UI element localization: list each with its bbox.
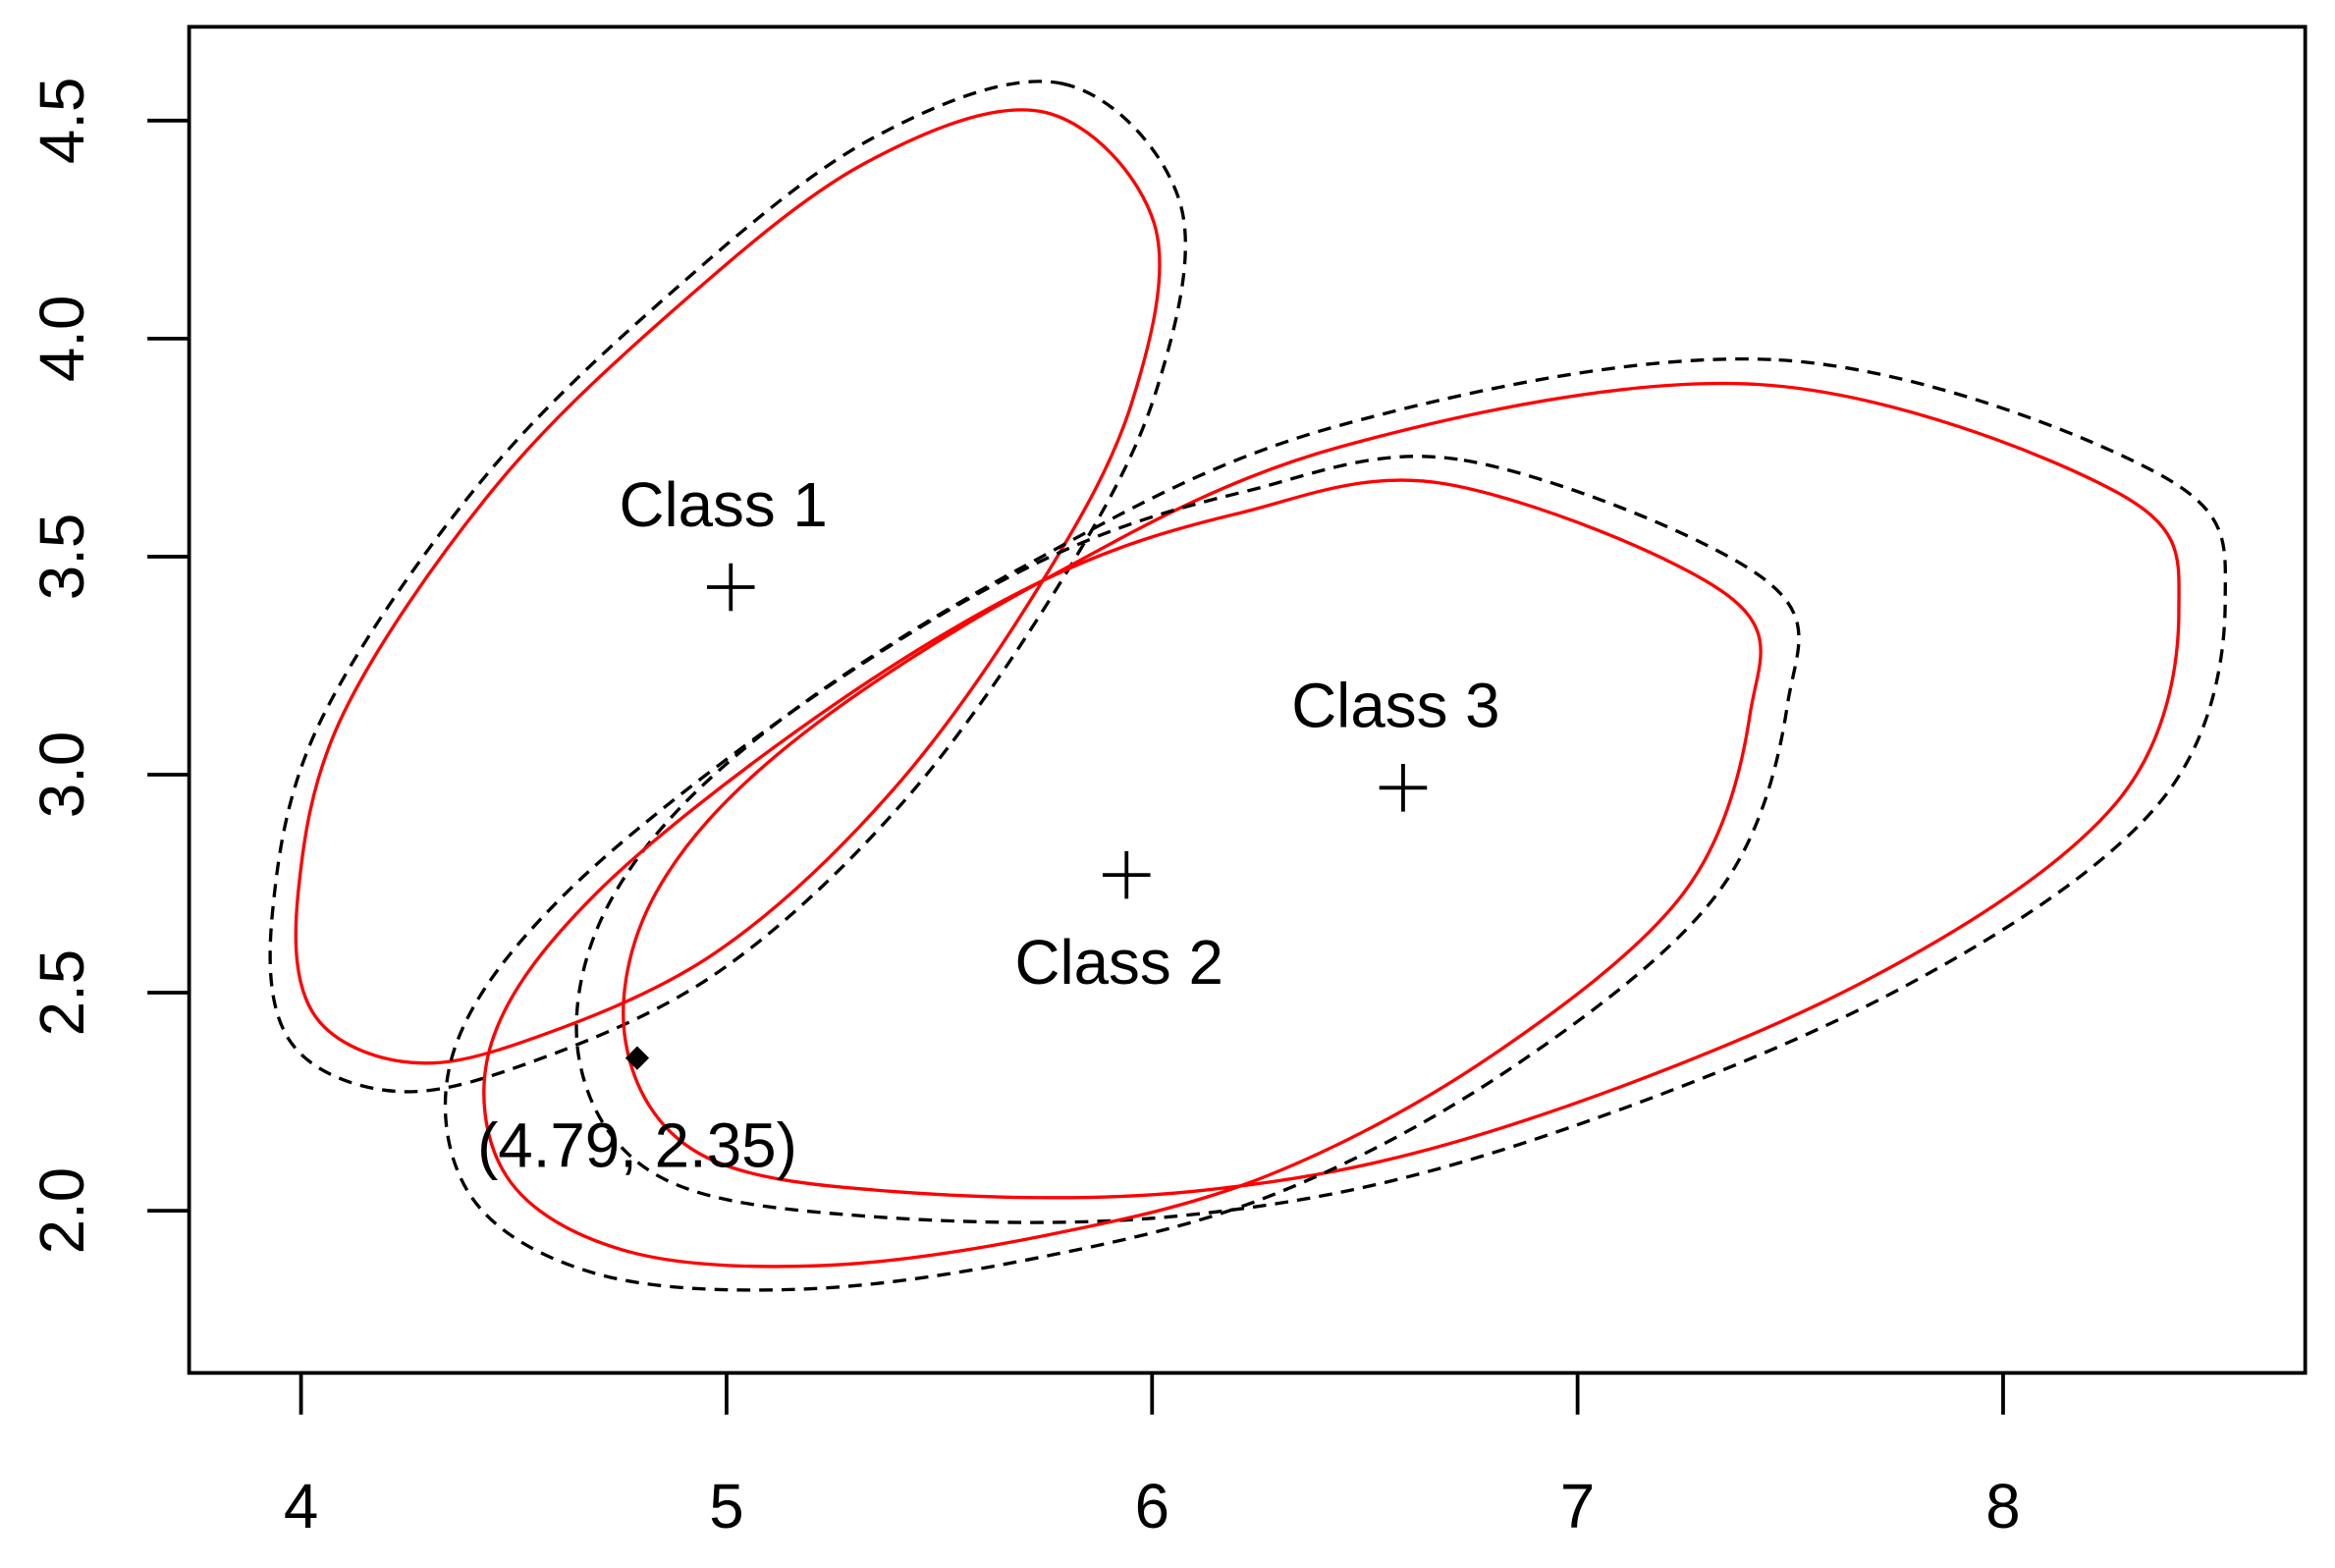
centroid-label: Class 1 (619, 470, 827, 540)
y-tick-label: 4.0 (27, 296, 97, 383)
contour (294, 108, 1162, 1065)
point-label: (4.79, 2.35) (477, 1111, 797, 1181)
y-tick-label: 3.0 (27, 731, 97, 819)
contour (268, 80, 1187, 1094)
centroid-marker (706, 563, 755, 612)
point-marker (624, 1046, 650, 1070)
centroid-marker (1379, 764, 1428, 812)
centroid-marker (1103, 850, 1151, 899)
x-tick-label: 7 (1560, 1472, 1595, 1541)
contour (574, 356, 2228, 1224)
contour (622, 381, 2181, 1200)
x-tick-label: 6 (1135, 1472, 1169, 1541)
y-tick-label: 4.5 (27, 78, 97, 165)
x-tick-label: 5 (709, 1472, 743, 1541)
y-tick-label: 2.0 (27, 1167, 97, 1255)
x-tick-label: 8 (1985, 1472, 2020, 1541)
plot-box (187, 25, 2308, 1376)
x-tick-label: 4 (284, 1472, 318, 1541)
contour (482, 478, 1763, 1269)
centroid-label: Class 3 (1291, 671, 1499, 740)
centroid-label: Class 2 (1015, 928, 1223, 998)
y-tick-label: 3.5 (27, 514, 97, 601)
contour (443, 455, 1801, 1292)
y-tick-label: 2.5 (27, 949, 97, 1037)
